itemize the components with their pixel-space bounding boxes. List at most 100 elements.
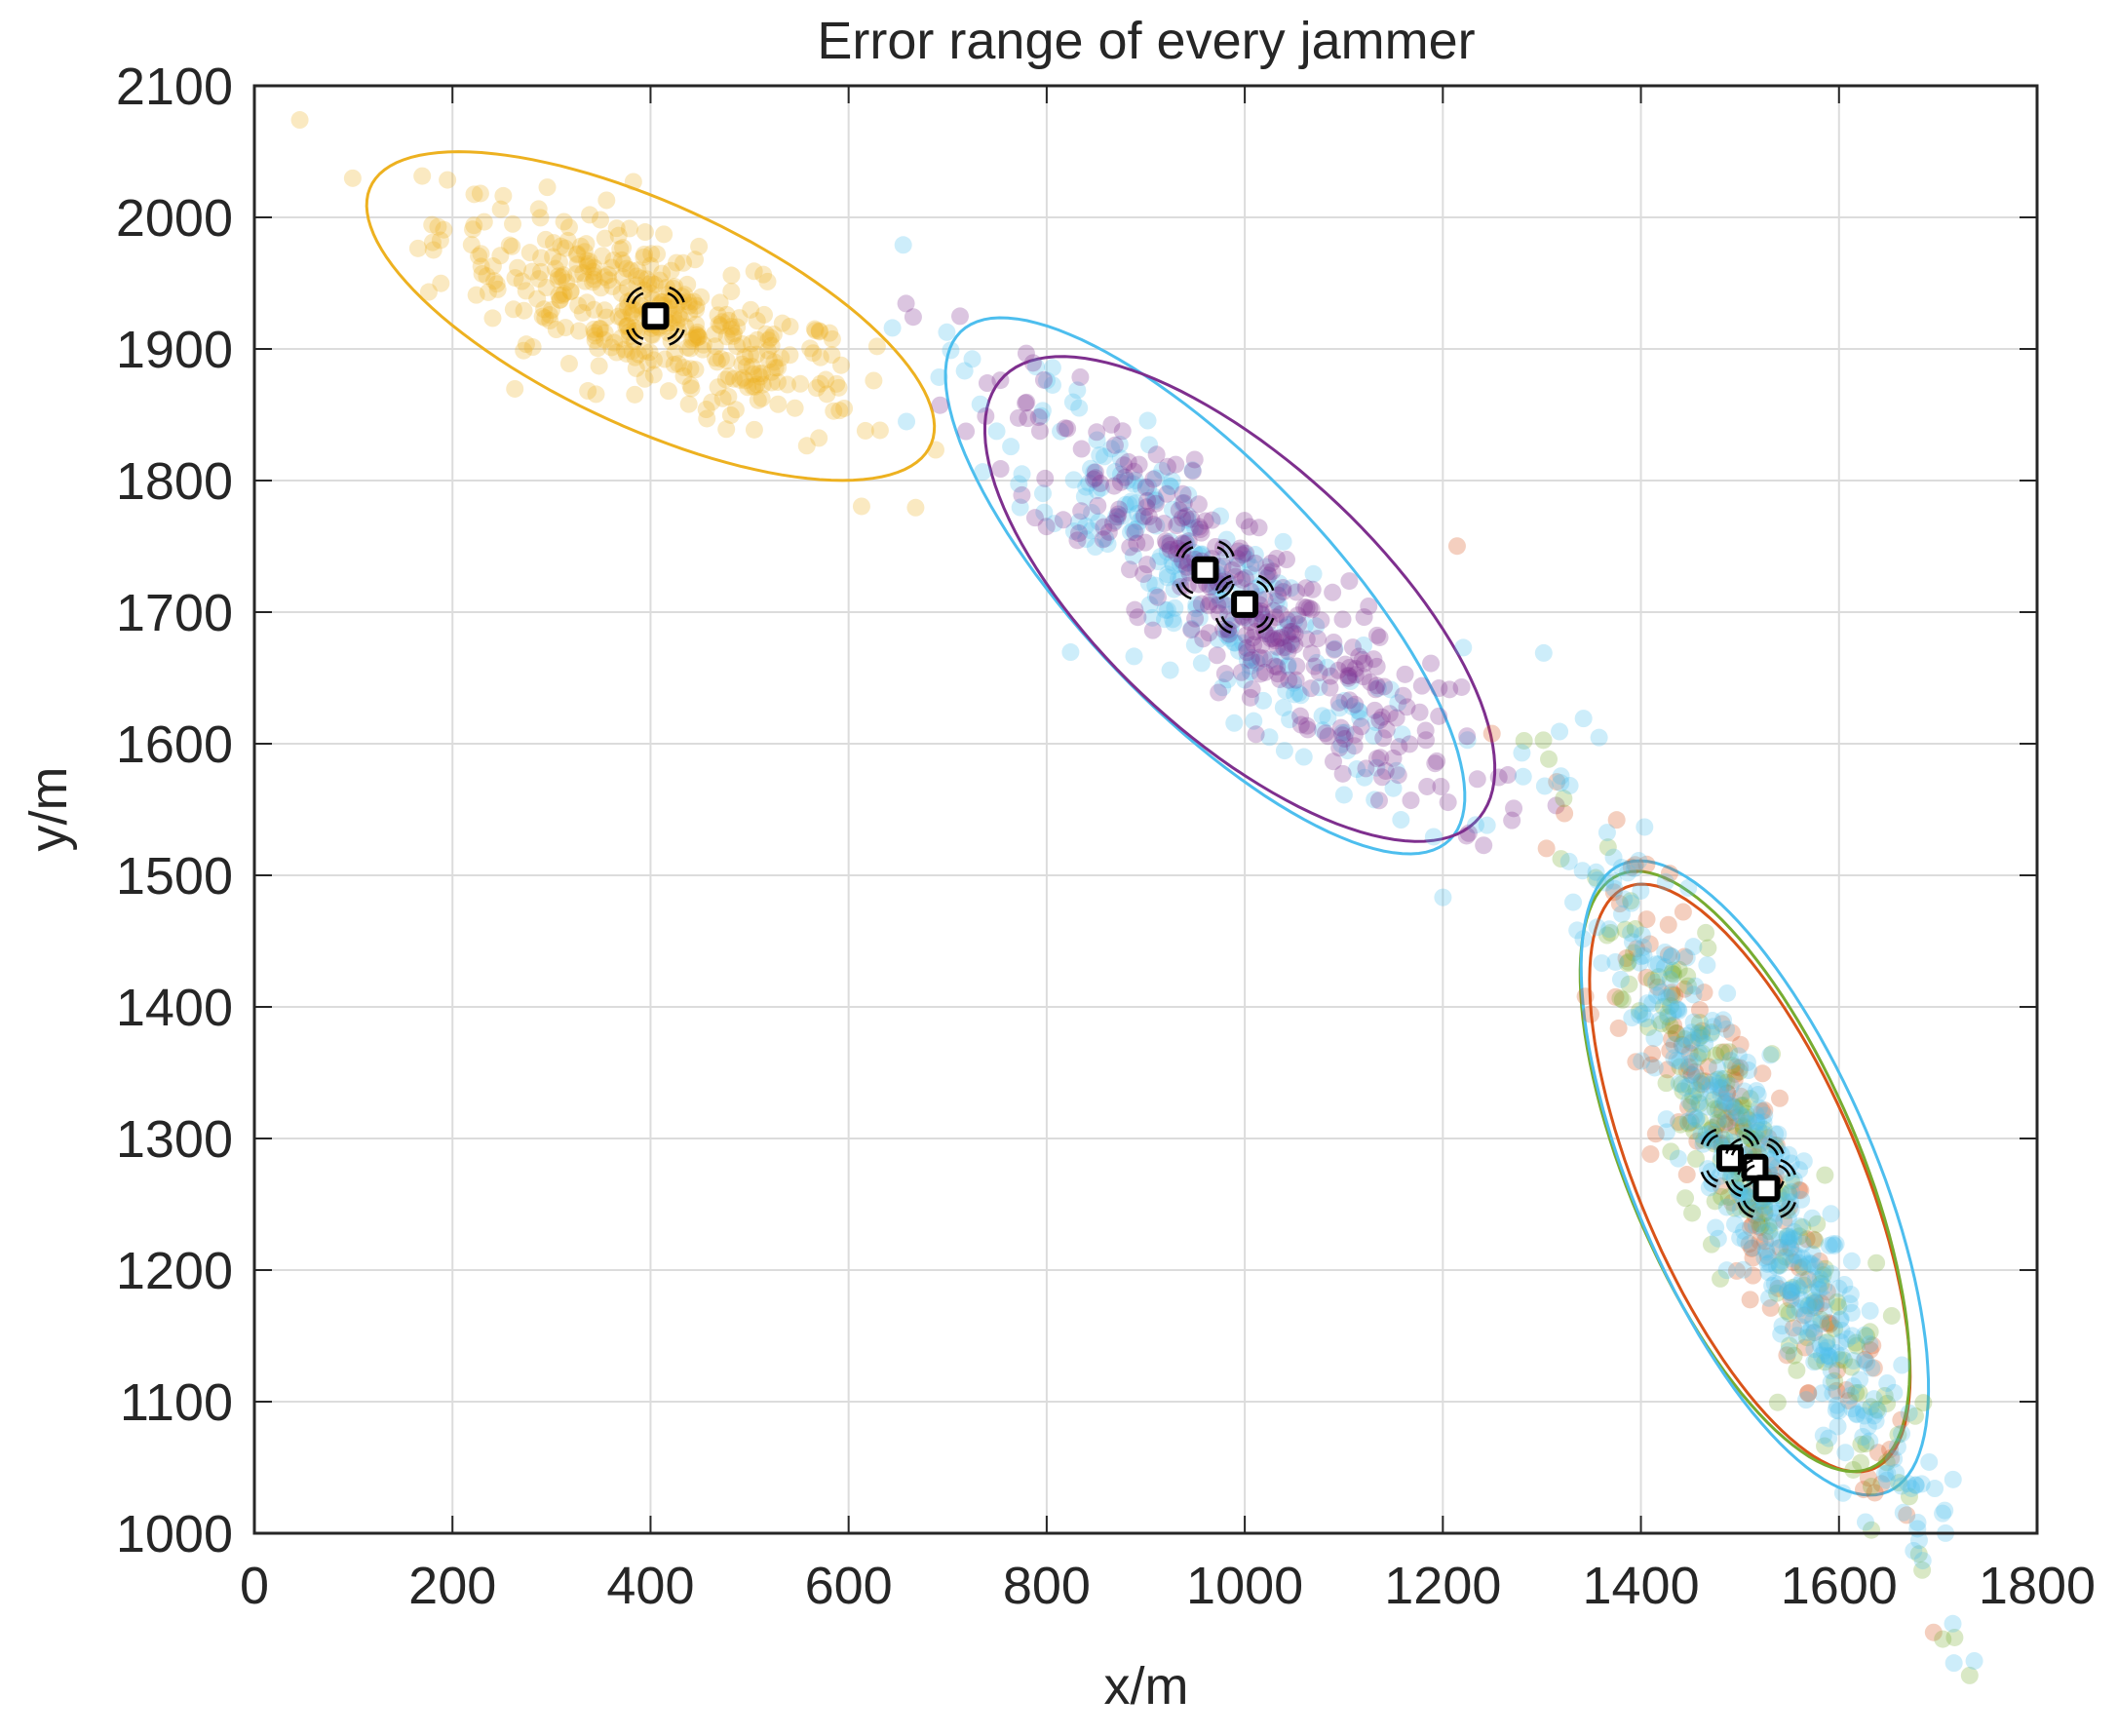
scatter-point <box>709 306 727 325</box>
scatter-point <box>831 356 850 374</box>
scatter-point <box>1387 761 1405 780</box>
scatter-point <box>555 266 573 285</box>
scatter-point <box>1668 1000 1686 1019</box>
scatter-point <box>513 272 531 290</box>
scatter-point <box>1841 1386 1860 1405</box>
scatter-point <box>1068 381 1087 400</box>
scatter-point <box>1441 680 1459 699</box>
scatter-point <box>1738 1054 1756 1072</box>
scatter-point <box>1945 1628 1964 1646</box>
scatter-point <box>1691 1112 1710 1131</box>
scatter-point <box>1661 970 1679 988</box>
scatter-point <box>678 338 697 357</box>
scatter-point <box>1856 1513 1874 1531</box>
scatter-point <box>1683 1052 1702 1070</box>
scatter-point <box>1807 1352 1826 1370</box>
scatter-point <box>1137 498 1156 517</box>
scatter-point <box>1105 477 1124 495</box>
scatter-point <box>1069 513 1088 531</box>
scatter-point <box>1668 1024 1686 1043</box>
scatter-point <box>1136 533 1155 552</box>
scatter-point <box>536 309 555 328</box>
scatter-point <box>551 290 569 309</box>
scatter-point <box>690 237 709 255</box>
scatter-point <box>1552 850 1570 868</box>
scatter-point <box>1726 1101 1745 1120</box>
scatter-point <box>1669 1149 1687 1168</box>
scatter-point <box>689 328 708 346</box>
scatter-point <box>1325 633 1343 651</box>
scatter-point <box>1247 725 1265 744</box>
scatter-point <box>766 359 785 377</box>
scatter-point <box>1265 657 1284 675</box>
jammer-signal-arc <box>1216 546 1230 559</box>
scatter-point <box>1241 688 1259 707</box>
scatter-point <box>1237 626 1255 644</box>
scatter-point <box>1755 1101 1774 1120</box>
scatter-point <box>1625 944 1643 962</box>
scatter-point <box>1759 1289 1778 1307</box>
scatter-point <box>1803 1296 1822 1315</box>
scatter-point <box>1029 408 1048 427</box>
scatter-point <box>1611 970 1630 988</box>
scatter-point <box>1107 507 1126 525</box>
scatter-point <box>1223 560 1242 579</box>
scatter-point <box>472 257 490 276</box>
plot-area-border <box>252 84 2039 1535</box>
scatter-point <box>810 322 828 340</box>
scatter-point <box>1857 1435 1875 1453</box>
scatter-point <box>1890 1474 1908 1492</box>
scatter-point <box>1280 671 1298 689</box>
scatter-point <box>1367 676 1386 695</box>
scatter-point <box>607 219 626 238</box>
scatter-point <box>1297 598 1316 617</box>
scatter-point <box>1210 683 1228 702</box>
scatter-point <box>674 366 693 385</box>
scatter-point <box>1722 1097 1741 1115</box>
scatter-point <box>626 348 644 366</box>
scatter-point <box>1282 633 1300 651</box>
scatter-point <box>1219 620 1238 638</box>
scatter-point <box>1075 487 1094 506</box>
scatter-point <box>488 280 507 298</box>
scatter-point <box>1717 1073 1736 1092</box>
scatter-point <box>1111 465 1130 483</box>
jammer-signal-arc <box>1256 580 1269 593</box>
scatter-point <box>1831 1332 1850 1351</box>
scatter-point <box>725 325 744 343</box>
scatter-point <box>810 323 828 341</box>
scatter-point <box>1017 344 1035 363</box>
scatter-point <box>1009 408 1027 427</box>
scatter-point <box>781 317 799 335</box>
scatter-point <box>1111 449 1130 468</box>
scatter-point <box>1778 1227 1796 1246</box>
scatter-point <box>1627 1053 1645 1071</box>
scatter-point <box>797 437 816 455</box>
scatter-point <box>1815 1277 1833 1295</box>
scatter-point <box>1913 1552 1932 1570</box>
scatter-point <box>599 271 618 289</box>
scatter-point <box>748 345 766 364</box>
scatter-point <box>1334 786 1353 804</box>
scatter-point <box>991 371 1010 390</box>
scatter-point <box>742 345 760 364</box>
scatter-point <box>589 339 607 358</box>
scatter-point <box>555 285 573 303</box>
scatter-point <box>1246 546 1264 564</box>
scatter-point <box>1730 1062 1749 1081</box>
scatter-point <box>1844 1351 1863 1370</box>
scatter-point <box>1422 654 1441 673</box>
scatter-point <box>1723 1056 1742 1074</box>
scatter-point <box>1643 1045 1662 1063</box>
scatter-point <box>1689 1028 1708 1047</box>
scatter-point <box>1647 955 1666 974</box>
scatter-point <box>1158 568 1176 587</box>
scatter-point <box>1718 1084 1737 1102</box>
scatter-point <box>1169 539 1187 558</box>
scatter-point <box>1372 708 1391 726</box>
y-axis-label: y/m <box>19 767 78 852</box>
scatter-point <box>1682 1023 1701 1042</box>
scatter-point <box>1762 1229 1781 1248</box>
x-tick-label: 1600 <box>1781 1557 1898 1615</box>
jammer-signal-arc <box>1175 540 1192 558</box>
